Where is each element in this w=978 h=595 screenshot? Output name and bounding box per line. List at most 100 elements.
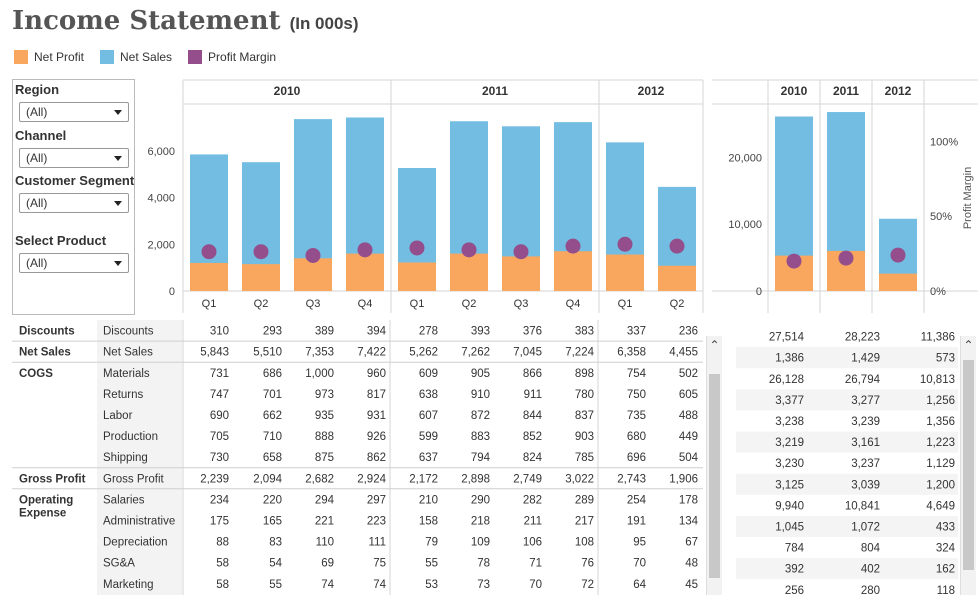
totals-scrollbar[interactable]: ⌃ [960, 336, 976, 595]
table-cell: 310 [210, 326, 229, 338]
totals-row-stripe [736, 558, 958, 580]
table-cell: 7,422 [357, 347, 386, 359]
totals-cell: 402 [861, 564, 880, 576]
totals-cell: 433 [936, 521, 955, 533]
table-cell: 290 [471, 494, 490, 506]
row-label: Shipping [103, 452, 148, 464]
row-label: Marketing [103, 579, 154, 591]
table-cell: 55 [425, 558, 438, 570]
table-cell: 337 [627, 326, 646, 338]
totals-y-tick-label: 10,000 [728, 219, 762, 231]
region-select[interactable]: (All) [19, 102, 129, 122]
filter-label-region: Region [15, 82, 60, 97]
table-cell: 2,924 [357, 473, 386, 485]
net-profit-bar [190, 262, 228, 291]
table-cell: 79 [425, 537, 438, 549]
table-cell: 73 [477, 579, 490, 591]
totals-year-header: 2012 [885, 84, 912, 98]
table-cell: 88 [216, 537, 229, 549]
table-cell: 2,898 [461, 473, 490, 485]
table-cell: 175 [210, 515, 229, 527]
x-tick-label: Q3 [306, 298, 321, 310]
profit-margin-tick-label: 50% [930, 211, 952, 223]
y-tick-label: 0 [169, 286, 175, 298]
totals-cell: 26,128 [769, 374, 804, 386]
totals-y-tick-label: 0 [756, 286, 762, 298]
chevron-up-icon[interactable]: ⌃ [963, 338, 974, 352]
product-select[interactable]: (All) [19, 253, 129, 273]
table-cell: 278 [419, 326, 438, 338]
y-tick-label: 2,000 [147, 239, 175, 251]
totals-cell: 3,277 [851, 395, 880, 407]
table-cell: 502 [679, 368, 698, 380]
filter-label-customer-segment: Customer Segment [15, 173, 135, 188]
table-cell: 110 [316, 537, 334, 549]
channel-select[interactable]: (All) [19, 148, 129, 168]
table-cell: 785 [575, 452, 594, 464]
table-cell: 70 [633, 558, 646, 570]
table-cell: 55 [269, 579, 282, 591]
table-cell: 872 [471, 410, 490, 422]
table-scrollbar[interactable]: ⌃ [706, 336, 722, 595]
table-cell: 58 [216, 579, 229, 591]
totals-cell: 1,386 [775, 353, 804, 365]
legend-item-profit-margin[interactable]: Profit Margin [188, 50, 276, 64]
totals-y-tick-label: 20,000 [728, 152, 762, 164]
totals-row-stripe [736, 347, 958, 369]
table-cell: 609 [419, 368, 438, 380]
totals-cell: 9,940 [775, 500, 804, 512]
totals-cell: 11,386 [921, 332, 955, 344]
x-tick-label: Q3 [514, 298, 529, 310]
table-cell: 76 [581, 558, 594, 570]
customer-segment-select[interactable]: (All) [19, 193, 129, 213]
x-tick-label: Q4 [566, 298, 581, 310]
table-cell: 72 [581, 579, 594, 591]
table-cell: 7,262 [461, 347, 490, 359]
table-cell: 218 [471, 515, 490, 527]
table-cell: 662 [263, 410, 282, 422]
totals-cell: 26,794 [845, 374, 881, 386]
net-profit-bar [346, 253, 384, 291]
legend-item-net-profit[interactable]: Net Profit [14, 50, 84, 64]
year-header-2012: 2012 [638, 84, 665, 98]
row-label: SG&A [103, 558, 135, 570]
row-label: Returns [103, 389, 144, 401]
table-cell: 730 [210, 452, 229, 464]
x-tick-label: Q1 [202, 298, 217, 310]
table-cell: 701 [263, 389, 282, 401]
table-cell: 108 [575, 537, 594, 549]
table-cell: 383 [575, 326, 594, 338]
profit-margin-point [669, 238, 685, 254]
legend-label: Net Sales [120, 50, 173, 64]
scrollbar-thumb[interactable] [709, 374, 720, 578]
product-select-value: (All) [26, 256, 48, 270]
scrollbar-thumb[interactable] [963, 360, 974, 570]
table-cell: 2,239 [200, 473, 229, 485]
table-cell: 910 [471, 389, 490, 401]
x-tick-label: Q1 [410, 298, 425, 310]
totals-cell: 27,514 [769, 332, 805, 344]
table-cell: 5,262 [409, 347, 438, 359]
table-cell: 394 [367, 326, 387, 338]
table-cell: 488 [679, 410, 698, 422]
table-cell: 2,743 [617, 473, 646, 485]
x-tick-label: Q1 [618, 298, 633, 310]
table-cell: 690 [210, 410, 229, 422]
table-cell: 2,749 [513, 473, 542, 485]
profit-margin-point [513, 244, 529, 260]
filter-panel: Region (All) Channel (All) Customer Segm… [12, 79, 135, 315]
legend-swatch-net-sales [100, 50, 115, 64]
totals-cell: 3,219 [775, 437, 804, 449]
legend-item-net-sales[interactable]: Net Sales [100, 50, 172, 64]
table-cell: 106 [523, 537, 542, 549]
table-cell: 158 [419, 515, 438, 527]
row-label-band [97, 320, 182, 595]
legend-label: Profit Margin [208, 50, 277, 64]
totals-row-stripe [736, 515, 958, 537]
table-cell: 605 [679, 389, 698, 401]
totals-cell: 573 [936, 353, 955, 365]
chevron-up-icon[interactable]: ⌃ [709, 338, 720, 352]
totals-cell: 3,239 [851, 416, 880, 428]
profit-margin-point [617, 236, 633, 252]
